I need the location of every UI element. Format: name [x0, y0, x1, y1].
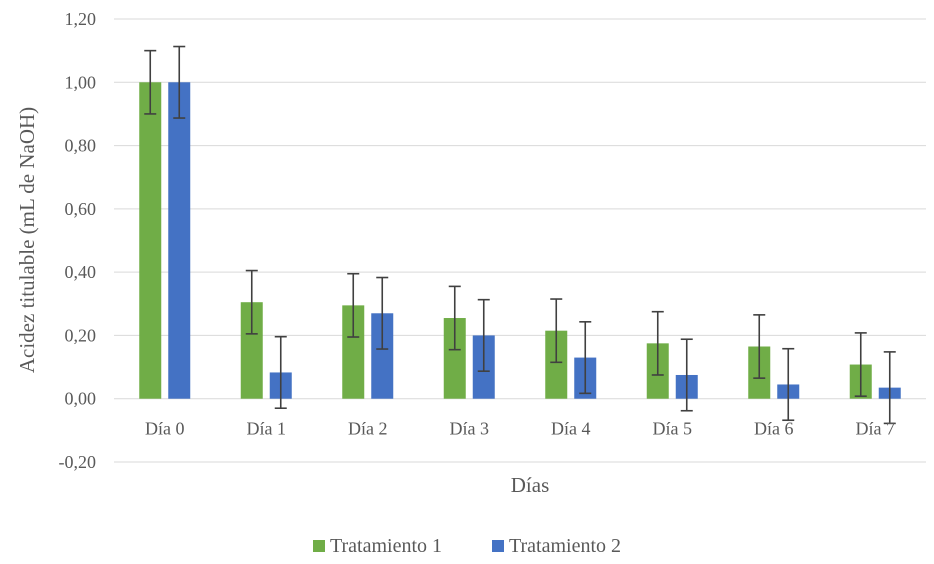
- bar-1-4: [545, 330, 568, 399]
- bar-2-0: [168, 82, 191, 399]
- x-tick-label: Día 6: [754, 419, 794, 439]
- y-tick-label: 0,20: [65, 325, 97, 345]
- y-tick-label: 1,00: [65, 72, 97, 92]
- x-tick-label: Día 3: [450, 419, 490, 439]
- x-tick-label: Día 4: [551, 419, 591, 439]
- legend: Tratamiento 1 Tratamiento 2: [313, 535, 621, 557]
- y-axis-ticks: -0,20 0,00 0,20 0,40 0,60 0,80 1,00 1,20: [59, 9, 97, 472]
- x-tick-label: Día 2: [348, 419, 388, 439]
- bar-1-3: [443, 318, 466, 399]
- bar-2-2: [371, 313, 394, 399]
- y-tick-label: -0,20: [59, 452, 97, 472]
- legend-swatch-1: [313, 540, 325, 552]
- legend-label-1: Tratamiento 1: [330, 535, 442, 557]
- x-axis-ticks: Día 0 Día 1 Día 2 Día 3 Día 4 Día 5 Día 6 Día 7: [145, 419, 895, 439]
- y-axis-title: Acidez titulable (mL de NaOH): [15, 107, 39, 373]
- x-tick-label: Día 1: [247, 419, 287, 439]
- x-tick-label: Día 0: [145, 419, 185, 439]
- x-axis-title: Días: [511, 473, 550, 497]
- gridlines: [114, 18, 926, 463]
- bars: [139, 82, 901, 399]
- y-tick-label: 0,00: [65, 389, 97, 409]
- error-bars: [144, 45, 896, 425]
- y-tick-label: 0,40: [65, 262, 97, 282]
- bar-1-1: [240, 302, 263, 399]
- bar-1-2: [342, 305, 365, 399]
- x-tick-label: Día 7: [856, 419, 896, 439]
- legend-swatch-2: [492, 540, 504, 552]
- y-tick-label: 0,60: [65, 199, 97, 219]
- x-tick-label: Día 5: [653, 419, 693, 439]
- bar-1-0: [139, 82, 162, 399]
- y-tick-label: 1,20: [65, 9, 97, 29]
- legend-label-2: Tratamiento 2: [509, 535, 621, 557]
- y-tick-label: 0,80: [65, 136, 97, 156]
